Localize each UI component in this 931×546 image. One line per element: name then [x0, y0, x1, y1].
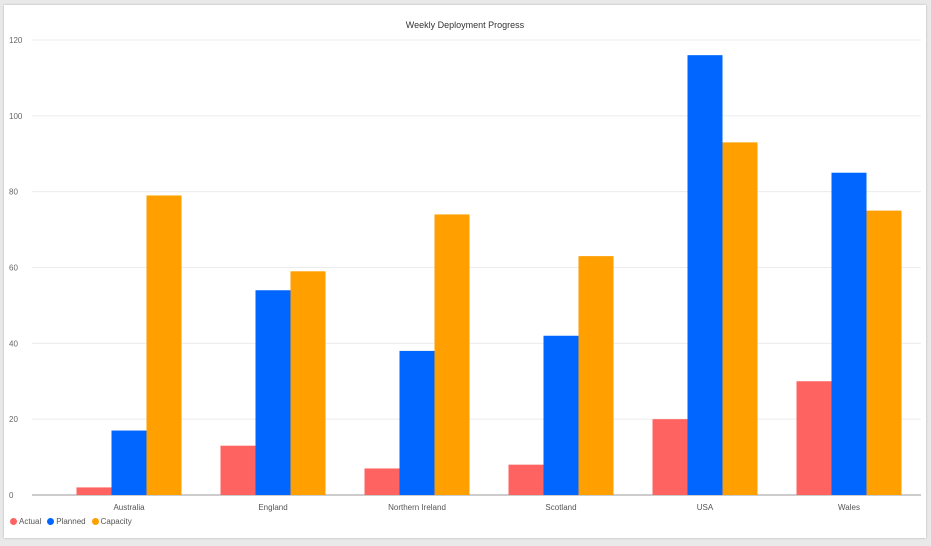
legend-item-actual[interactable]: Actual [10, 517, 41, 526]
x-tick-label: Northern Ireland [388, 503, 446, 512]
bar-chart: Weekly Deployment Progress 0 20 40 60 80 100 1… [9, 20, 921, 512]
legend-item-planned[interactable]: Planned [47, 517, 86, 526]
bar-capacity-3[interactable] [578, 256, 614, 495]
legend-swatch-icon [10, 518, 17, 525]
y-tick-label: 40 [9, 339, 18, 348]
bar-planned-3[interactable] [543, 335, 579, 495]
bar-planned-5[interactable] [831, 172, 867, 496]
legend-item-capacity[interactable]: Capacity [91, 517, 132, 526]
x-tick-label: USA [697, 503, 714, 512]
bars [76, 55, 902, 496]
bar-actual-5[interactable] [796, 381, 832, 495]
bar-actual-2[interactable] [364, 468, 400, 495]
legend-swatch-icon [47, 518, 55, 525]
bar-actual-3[interactable] [508, 464, 544, 495]
legend-label: Planned [56, 517, 86, 526]
chart-card: Weekly Deployment Progress 0 20 40 60 80 100 1… [4, 5, 926, 538]
bar-actual-1[interactable] [220, 445, 256, 495]
bar-actual-0[interactable] [76, 487, 112, 495]
bar-planned-2[interactable] [399, 350, 435, 495]
legend-swatch-icon [91, 518, 99, 525]
bar-actual-4[interactable] [652, 419, 688, 495]
y-tick-label: 20 [9, 415, 18, 424]
y-tick-label: 0 [9, 491, 14, 500]
y-tick-label: 100 [9, 112, 23, 121]
bar-planned-0[interactable] [111, 430, 147, 495]
legend-label: Capacity [100, 517, 132, 526]
bar-capacity-4[interactable] [722, 142, 758, 495]
x-tick-label: England [258, 503, 287, 512]
bar-capacity-1[interactable] [290, 271, 326, 495]
y-tick-label: 120 [9, 36, 23, 45]
bar-capacity-0[interactable] [146, 195, 182, 496]
bar-planned-1[interactable] [255, 290, 291, 495]
bar-capacity-2[interactable] [434, 214, 470, 495]
y-tick-label: 60 [9, 264, 18, 273]
x-tick-label: Wales [838, 503, 860, 512]
legend-label: Actual [19, 517, 42, 526]
chart-legend: Actual Planned Capacity [10, 517, 132, 526]
x-tick-label: Australia [113, 503, 145, 512]
x-tick-label: Scotland [545, 503, 576, 512]
bar-capacity-5[interactable] [866, 210, 902, 495]
x-axis-labels: Australia England Northern Ireland Scotland… [113, 503, 860, 512]
chart-title: Weekly Deployment Progress [406, 20, 525, 30]
y-tick-label: 80 [9, 188, 18, 197]
y-axis-ticks: 0 20 40 60 80 100 120 [9, 36, 23, 500]
bar-planned-4[interactable] [687, 55, 723, 496]
